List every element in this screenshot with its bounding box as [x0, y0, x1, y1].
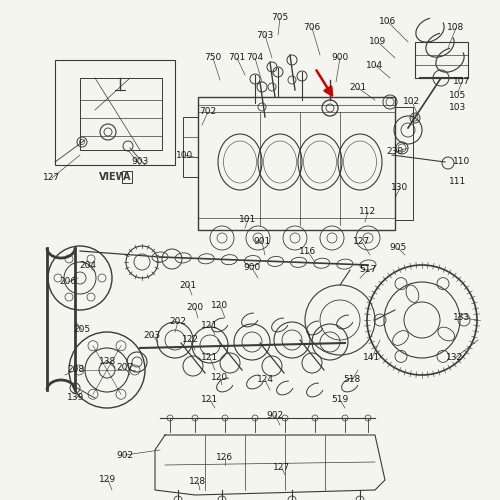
Text: 141: 141: [364, 354, 380, 362]
Text: 121: 121: [202, 320, 218, 330]
Text: 103: 103: [450, 104, 466, 112]
Text: 208: 208: [68, 366, 84, 374]
Text: 132: 132: [446, 354, 464, 362]
Text: 106: 106: [380, 18, 396, 26]
Text: 902: 902: [266, 410, 283, 420]
Bar: [80, 78, 162, 150]
Bar: [198, 97, 395, 230]
Text: 750: 750: [204, 54, 222, 62]
Text: VIEW: VIEW: [99, 172, 127, 182]
Text: 109: 109: [370, 38, 386, 46]
Text: 121: 121: [202, 354, 218, 362]
Bar: [55, 60, 175, 165]
Text: 127: 127: [44, 174, 60, 182]
Text: 704: 704: [246, 54, 264, 62]
Text: 905: 905: [390, 244, 406, 252]
Text: 138: 138: [100, 358, 116, 366]
Text: 129: 129: [100, 476, 116, 484]
Text: 107: 107: [454, 78, 470, 86]
Text: 110: 110: [454, 158, 470, 166]
Text: 139: 139: [68, 394, 84, 402]
Text: 130: 130: [392, 184, 408, 192]
Text: 100: 100: [176, 150, 194, 160]
Text: 201: 201: [180, 280, 196, 289]
Text: 706: 706: [304, 24, 320, 32]
Text: 517: 517: [360, 266, 376, 274]
Text: 101: 101: [240, 216, 256, 224]
Text: 902: 902: [116, 450, 134, 460]
Text: 116: 116: [300, 248, 316, 256]
Text: 205: 205: [74, 326, 90, 334]
Text: 900: 900: [244, 264, 260, 272]
Text: 124: 124: [256, 376, 274, 384]
Text: 105: 105: [450, 90, 466, 100]
Text: 702: 702: [200, 108, 216, 116]
Text: 127: 127: [354, 238, 370, 246]
Text: 102: 102: [404, 98, 420, 106]
Text: 701: 701: [228, 54, 246, 62]
Text: 120: 120: [212, 300, 228, 310]
Text: 705: 705: [272, 14, 288, 22]
Text: 122: 122: [182, 336, 198, 344]
Text: 121: 121: [202, 396, 218, 404]
Text: A: A: [123, 172, 131, 182]
Text: 112: 112: [360, 208, 376, 216]
Text: 111: 111: [450, 178, 466, 186]
Text: 133: 133: [454, 314, 470, 322]
Text: 207: 207: [116, 364, 134, 372]
Text: 201: 201: [350, 84, 366, 92]
Text: 703: 703: [256, 30, 274, 40]
Text: 128: 128: [190, 478, 206, 486]
Text: 203: 203: [144, 330, 160, 340]
Text: 202: 202: [170, 318, 186, 326]
Text: 206: 206: [60, 278, 76, 286]
Text: 126: 126: [216, 454, 234, 462]
Text: 903: 903: [132, 158, 148, 166]
Text: 204: 204: [80, 260, 96, 270]
Text: 519: 519: [332, 396, 348, 404]
Text: 120: 120: [212, 374, 228, 382]
Text: 104: 104: [366, 60, 384, 70]
Text: 127: 127: [274, 464, 290, 472]
Text: 108: 108: [448, 24, 464, 32]
Text: 518: 518: [344, 376, 360, 384]
Text: 200: 200: [186, 304, 204, 312]
Text: 230: 230: [386, 148, 404, 156]
Text: 900: 900: [332, 54, 348, 62]
Bar: [183, 117, 198, 177]
Text: 901: 901: [254, 238, 270, 246]
Bar: [395, 107, 413, 220]
Bar: [415, 42, 468, 78]
